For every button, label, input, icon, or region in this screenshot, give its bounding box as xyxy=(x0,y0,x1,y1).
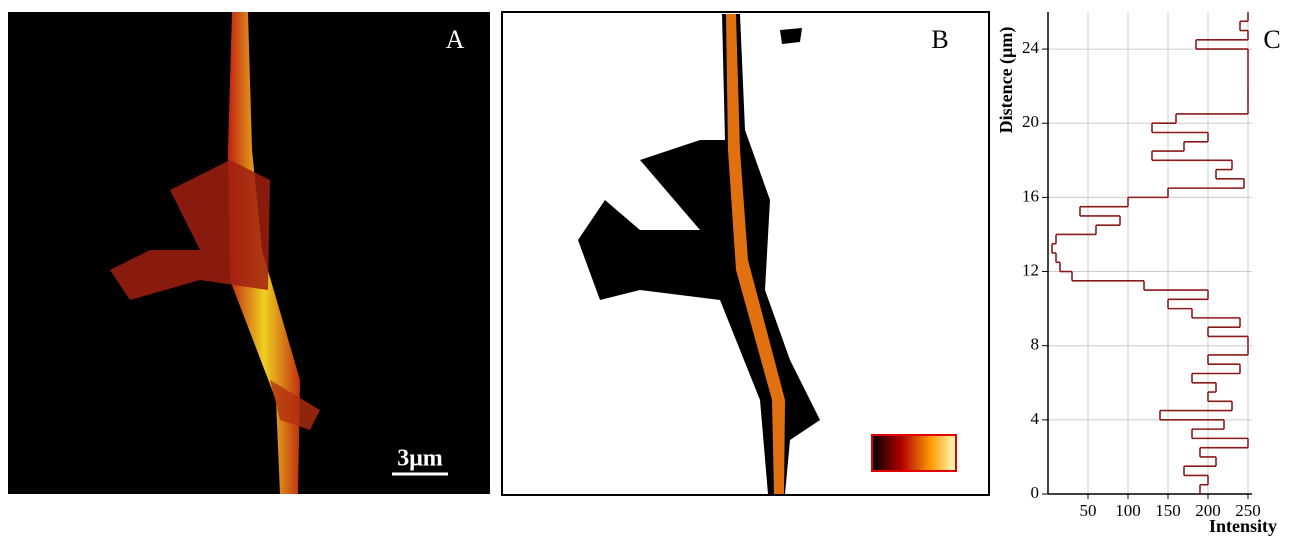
x-tick-label: 250 xyxy=(1235,501,1261,520)
panel-a: A 3μm xyxy=(8,12,490,494)
y-tick-label: 8 xyxy=(1031,335,1040,354)
x-tick-label: 200 xyxy=(1195,501,1221,520)
colorbar xyxy=(872,435,956,471)
x-tick-label: 150 xyxy=(1155,501,1181,520)
scale-bar-label: 3μm xyxy=(397,446,443,472)
y-axis-label: Distence (µm) xyxy=(996,27,1017,134)
y-tick-label: 20 xyxy=(1022,112,1039,131)
y-tick-label: 0 xyxy=(1031,483,1040,502)
figure: A 3μm B C Intensity Distence (µm) 048121… xyxy=(0,0,1296,540)
y-tick-label: 16 xyxy=(1022,186,1039,205)
y-tick-label: 12 xyxy=(1022,260,1039,279)
x-tick-label: 50 xyxy=(1080,501,1097,520)
blob xyxy=(780,28,802,44)
x-tick-label: 100 xyxy=(1115,501,1141,520)
panel-label: A xyxy=(446,25,465,54)
panel-label: B xyxy=(931,25,948,54)
panel-b: B xyxy=(502,12,989,495)
panel-label: C xyxy=(1263,25,1280,54)
y-tick-label: 24 xyxy=(1022,38,1040,57)
y-tick-label: 4 xyxy=(1031,409,1040,428)
